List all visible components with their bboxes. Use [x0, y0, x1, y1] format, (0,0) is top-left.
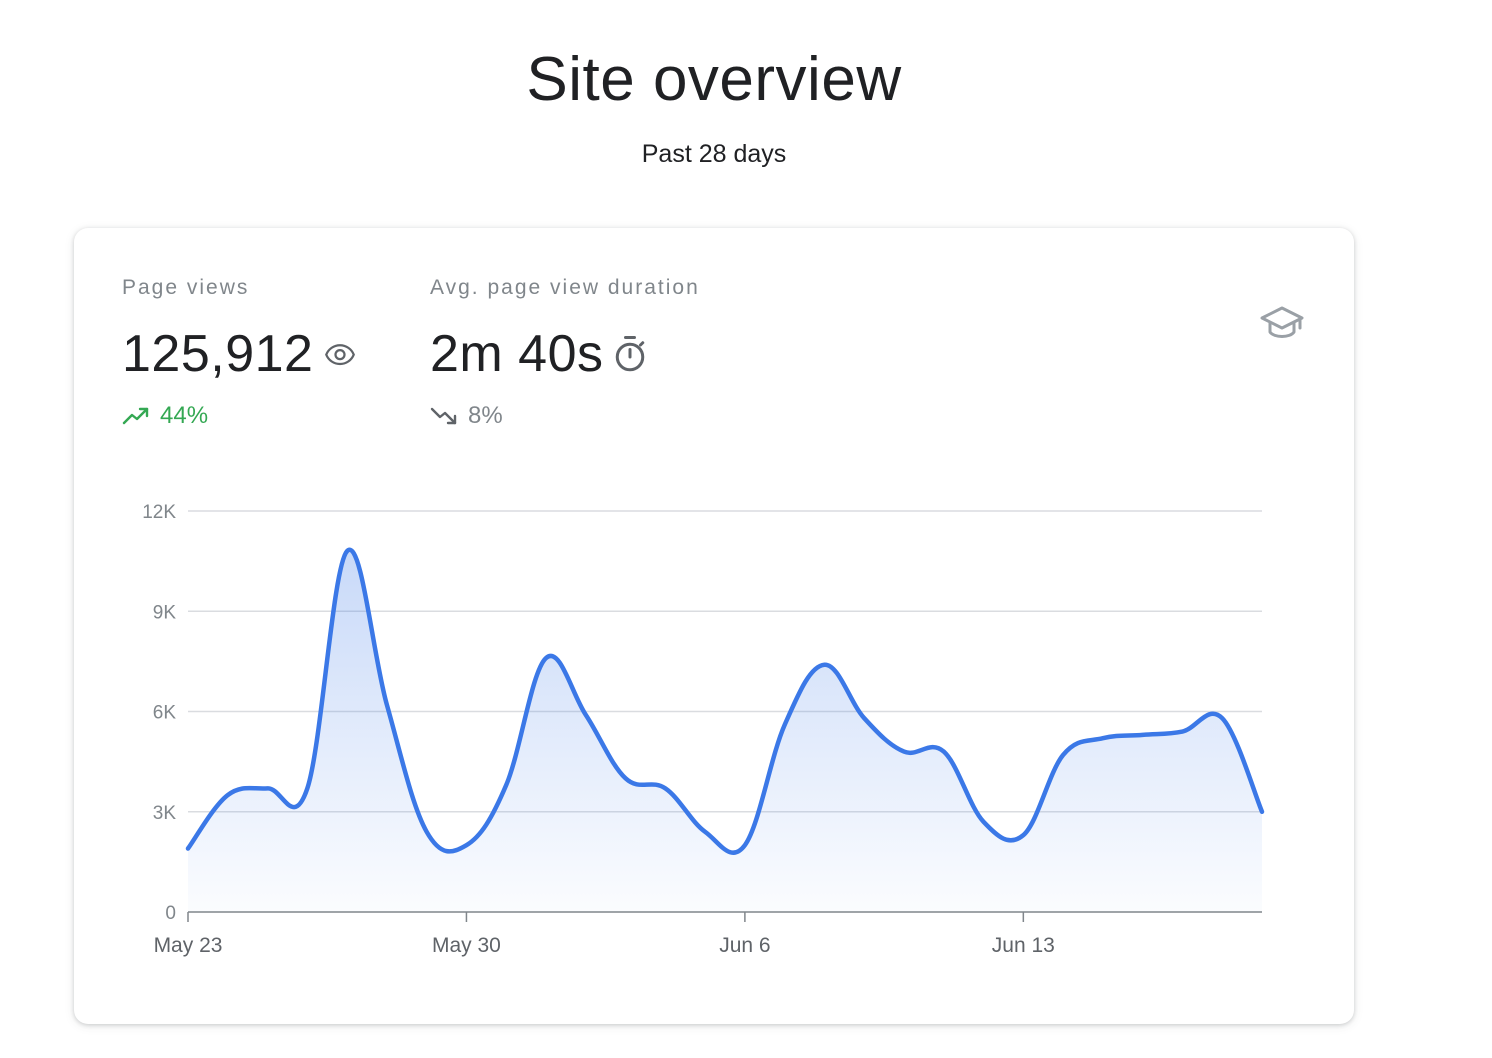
- page-subtitle: Past 28 days: [641, 140, 787, 168]
- data-point: [345, 549, 349, 553]
- series-line: [185, 547, 1265, 855]
- metric-avg-duration: Avg. page view duration 2m 40s 8%: [430, 276, 700, 430]
- x-tick-label: May 23: [154, 934, 223, 957]
- metric-label: Page views: [122, 276, 250, 299]
- data-point: [584, 713, 588, 717]
- data-point: [783, 723, 787, 727]
- overview-card: Page views 125,912 44% Avg. page view du…: [74, 228, 1354, 1024]
- data-point: [266, 786, 270, 790]
- trending-down-icon: [430, 406, 458, 426]
- data-point: [425, 830, 429, 834]
- data-point: [663, 786, 667, 790]
- data-point: [1061, 753, 1065, 757]
- data-point: [1021, 833, 1025, 837]
- data-point: [1180, 730, 1184, 734]
- metric-page-views: Page views 125,912 44%: [122, 276, 359, 430]
- data-point: [942, 750, 946, 754]
- data-point: [305, 786, 309, 790]
- metric-change: 8%: [468, 402, 503, 429]
- data-point: [703, 830, 707, 834]
- data-point: [1220, 716, 1224, 720]
- x-tick-label: Jun 13: [992, 934, 1055, 957]
- data-point: [186, 847, 190, 851]
- y-tick-label: 6K: [153, 703, 177, 724]
- data-point: [504, 783, 508, 787]
- graduation-cap-icon[interactable]: [1258, 302, 1306, 346]
- y-tick-label: 12K: [142, 502, 176, 523]
- trending-up-icon: [122, 406, 150, 426]
- timer-icon: [612, 334, 648, 374]
- x-tick-label: Jun 6: [719, 934, 770, 957]
- page-title: Site overview: [526, 45, 902, 114]
- data-point: [982, 820, 986, 824]
- metric-label: Avg. page view duration: [430, 276, 700, 299]
- data-point: [385, 703, 389, 707]
- data-point: [1141, 733, 1145, 737]
- data-point: [1101, 736, 1105, 740]
- y-tick-label: 0: [165, 903, 176, 924]
- data-point: [624, 776, 628, 780]
- data-point: [464, 843, 468, 847]
- metric-value: 2m 40s: [430, 325, 604, 383]
- data-point: [822, 663, 826, 667]
- data-point: [544, 656, 548, 660]
- metric-value: 125,912: [122, 325, 314, 383]
- eye-icon: [321, 339, 359, 369]
- metric-change: 44%: [160, 402, 209, 429]
- data-point: [226, 793, 230, 797]
- series-area: [188, 549, 1262, 912]
- y-tick-label: 9K: [153, 602, 177, 623]
- data-point: [743, 843, 747, 847]
- y-tick-label: 3K: [153, 803, 177, 824]
- data-point: [902, 750, 906, 754]
- data-point: [1260, 810, 1264, 814]
- data-point: [862, 716, 866, 720]
- page-views-chart: 0 3K 6K 9K 12K May 23 May 30 Jun 6 Jun 13: [142, 502, 1265, 957]
- x-tick-label: May 30: [432, 934, 501, 957]
